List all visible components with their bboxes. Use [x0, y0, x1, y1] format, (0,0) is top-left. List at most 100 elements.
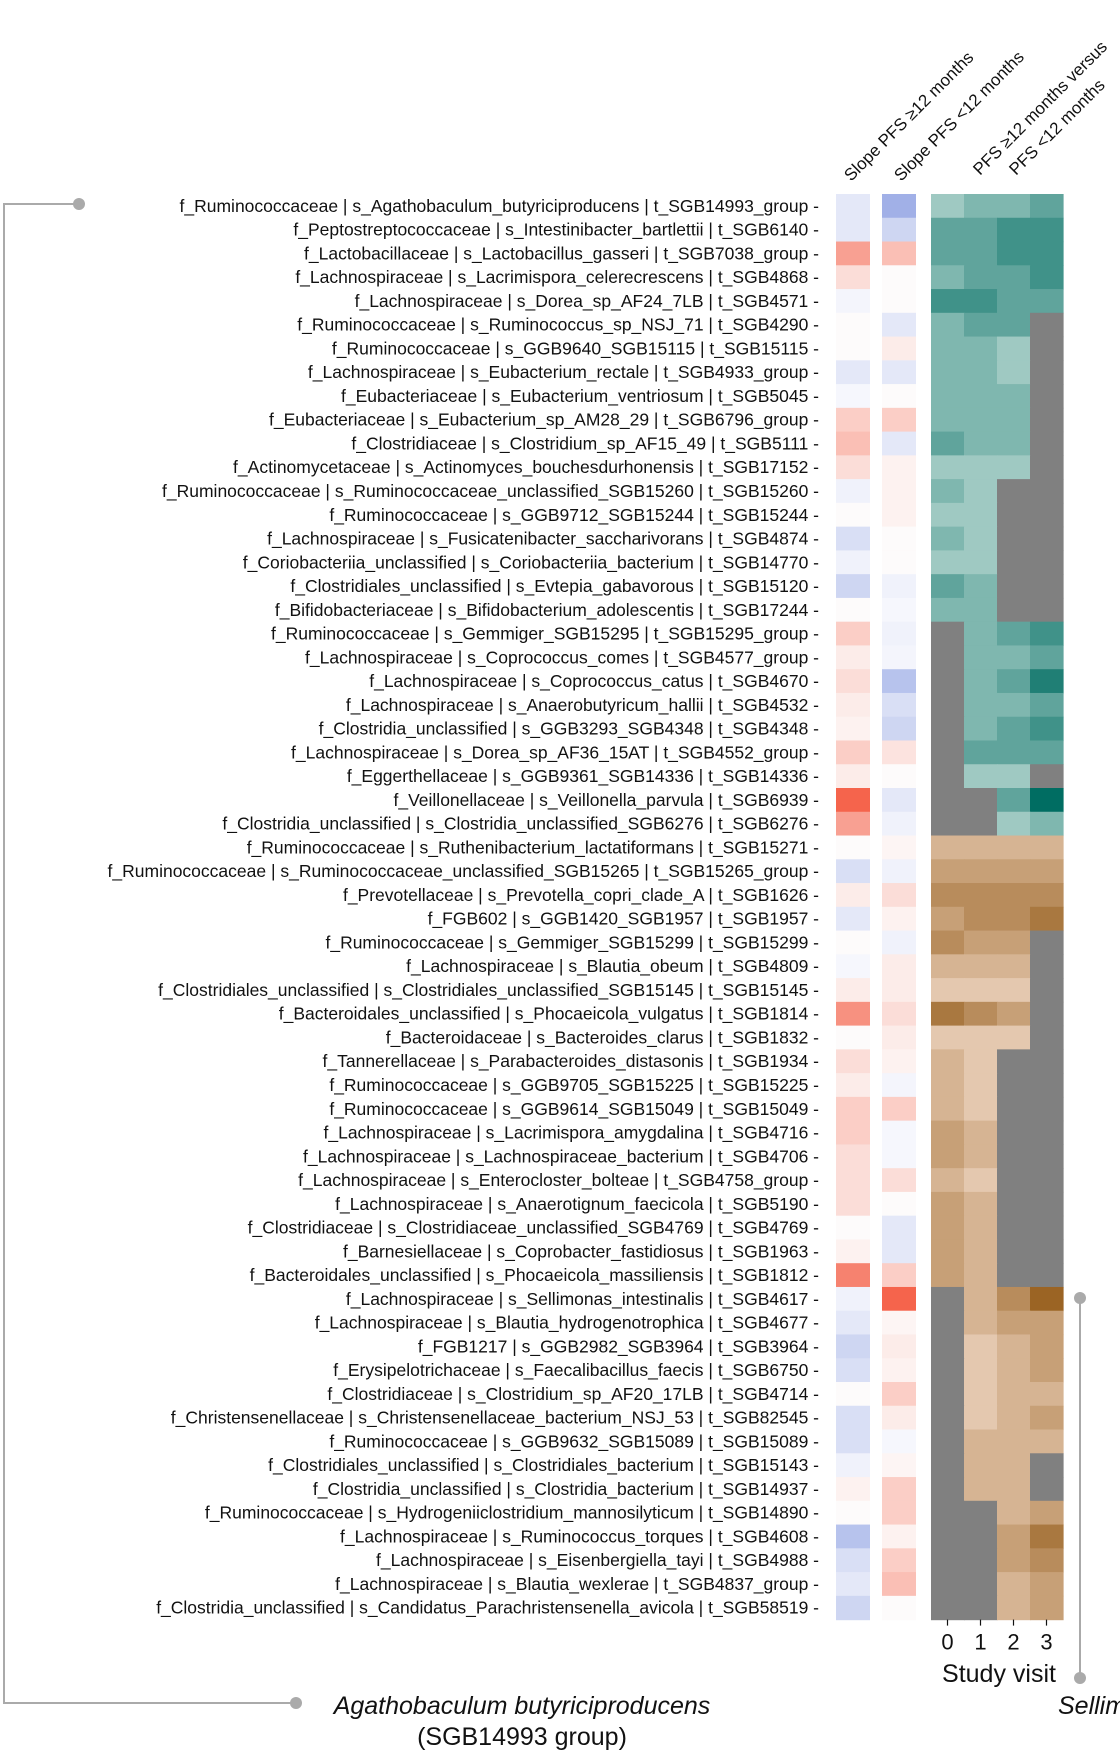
slope-high-cell	[836, 930, 870, 955]
slope-high-cell	[836, 526, 870, 551]
visit-cell	[997, 930, 1031, 955]
slope-high-cell	[836, 1548, 870, 1573]
visit-cell	[964, 669, 998, 694]
visit-cell	[997, 479, 1031, 504]
visit-cell	[964, 1263, 998, 1288]
slope-low-cell	[882, 859, 916, 884]
row-label: f_Tannerellaceae | s_Parabacteroides_dis…	[323, 1051, 820, 1072]
visit-cell	[1030, 1405, 1064, 1431]
slope-high-cell	[836, 265, 870, 290]
visit-cell	[931, 1595, 965, 1621]
visit-cell	[931, 1025, 965, 1050]
visit-cell	[997, 788, 1031, 813]
row-label: f_Lachnospiraceae | s_Blautia_hydrogenot…	[315, 1313, 819, 1334]
visit-cell	[997, 835, 1031, 860]
slope-low-cell	[882, 1144, 916, 1169]
visit-cell	[997, 692, 1031, 718]
slope-low-cell	[882, 1477, 916, 1502]
visit-cell	[931, 645, 965, 670]
slope-low-cell	[882, 1001, 916, 1027]
visit-cell	[964, 384, 998, 409]
slope-low-cell	[882, 550, 916, 575]
visit-cell	[997, 1144, 1031, 1169]
slope-low-cell	[882, 1572, 916, 1597]
slope-high-cell	[836, 479, 870, 504]
visit-cell	[1030, 1477, 1064, 1502]
visit-cell	[997, 431, 1031, 456]
visit-cell	[931, 431, 965, 456]
visit-cell	[964, 526, 998, 551]
visit-cell	[931, 716, 965, 742]
row-label: f_Clostridia_unclassified | s_Candidatus…	[156, 1598, 819, 1619]
visit-cell	[964, 811, 998, 837]
visit-cells	[931, 194, 1064, 1621]
slope-low-cell	[882, 360, 916, 385]
slope-low-cell	[882, 194, 916, 219]
row-label: f_Clostridiales_unclassified | s_Clostri…	[158, 980, 819, 1001]
right-callout-dot-bottom	[1074, 1672, 1086, 1684]
visit-tick-label: 0	[941, 1630, 953, 1655]
visit-cell	[997, 1405, 1031, 1431]
visit-cell	[997, 312, 1031, 338]
visit-cell	[964, 859, 998, 884]
visit-cell	[997, 1168, 1031, 1193]
slope-high-cell	[836, 1500, 870, 1526]
visit-cell	[997, 384, 1031, 409]
slope-low-cell	[882, 1453, 916, 1478]
row-label: f_Christensenellaceae | s_Christensenell…	[171, 1408, 819, 1429]
visit-cell	[997, 336, 1031, 361]
visit-cell	[964, 1453, 998, 1478]
slope-high-cell	[836, 1453, 870, 1478]
visit-cell	[964, 360, 998, 385]
visit-cell	[964, 1524, 998, 1549]
slope-low-cell	[882, 692, 916, 718]
slope-high-cell	[836, 1168, 870, 1193]
slope-low-cell	[882, 241, 916, 266]
visit-cell	[997, 978, 1031, 1003]
slope-high-cell	[836, 621, 870, 647]
visit-cell	[931, 1215, 965, 1241]
row-label: f_Lachnospiraceae | s_Lacrimispora_celer…	[295, 267, 819, 288]
right-callout-dot-top	[1074, 1292, 1086, 1304]
slope-high-cell	[836, 1144, 870, 1169]
visit-cell	[931, 764, 965, 789]
visit-cell	[997, 502, 1031, 528]
visit-cell	[1030, 265, 1064, 290]
visit-cell	[1030, 716, 1064, 742]
right-callout: Sellimonas intestinalis	[1058, 1292, 1120, 1720]
visit-cell	[1030, 1239, 1064, 1264]
visit-cell	[931, 1096, 965, 1122]
visit-cell	[997, 669, 1031, 694]
slope-low-cell	[882, 1334, 916, 1359]
visit-cell	[997, 1263, 1031, 1288]
visit-cell	[964, 194, 998, 219]
visit-cell	[1030, 1572, 1064, 1597]
visit-cell	[964, 621, 998, 647]
visit-cell	[997, 1215, 1031, 1241]
slope-low-cell	[882, 502, 916, 528]
slope-high-cell	[836, 859, 870, 884]
row-label: f_Ruminococcaceae | s_Hydrogeniiclostrid…	[205, 1503, 819, 1524]
visit-cell	[1030, 645, 1064, 670]
visit-cell	[964, 217, 998, 243]
visit-cell	[931, 1168, 965, 1193]
visit-cell	[964, 764, 998, 789]
visit-tick-label: 3	[1040, 1630, 1052, 1655]
slope-high-cell	[836, 645, 870, 670]
visit-cell	[997, 407, 1031, 433]
row-label: f_Ruminococcaceae | s_Ruminococcaceae_un…	[162, 481, 819, 502]
slope-high-cell	[836, 692, 870, 718]
row-label: f_Ruminococcaceae | s_GGB9614_SGB15049 |…	[329, 1099, 819, 1120]
slope-high-cell	[836, 1310, 870, 1336]
row-label: f_Clostridiales_unclassified | s_Clostri…	[268, 1455, 819, 1476]
slope-high-cell	[836, 906, 870, 932]
visit-cell	[997, 1334, 1031, 1359]
visit-cell	[964, 1049, 998, 1074]
visit-cell	[1030, 1191, 1064, 1217]
slope-high-cell	[836, 241, 870, 266]
slope-high-cell	[836, 1215, 870, 1241]
row-labels: f_Ruminococcaceae | s_Agathobaculum_buty…	[108, 196, 820, 1619]
slope-low-cell	[882, 1429, 916, 1454]
slope-high-cell	[836, 1524, 870, 1549]
